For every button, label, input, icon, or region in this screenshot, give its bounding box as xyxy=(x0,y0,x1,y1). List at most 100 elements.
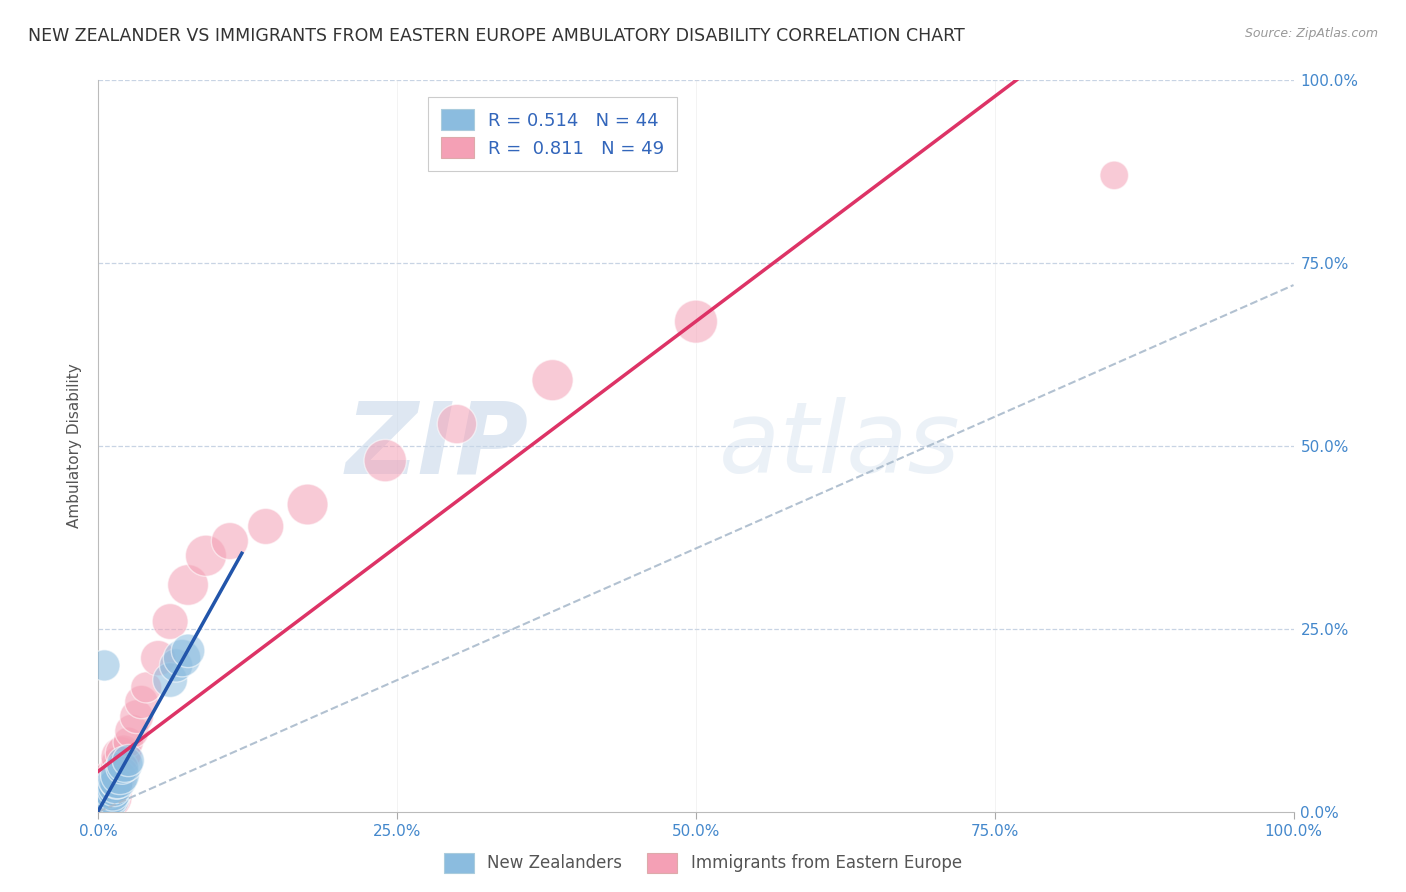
Point xyxy=(107,757,129,772)
Point xyxy=(374,453,396,467)
Point xyxy=(112,746,135,760)
Point xyxy=(110,749,132,764)
Point xyxy=(90,803,112,817)
Point xyxy=(89,803,111,817)
Point xyxy=(100,782,122,797)
Point xyxy=(101,787,124,801)
Point xyxy=(98,791,121,805)
Point xyxy=(96,791,118,805)
Point xyxy=(117,735,139,749)
Point xyxy=(541,373,564,387)
Point xyxy=(105,775,128,789)
Point xyxy=(97,796,120,810)
Point xyxy=(91,796,114,810)
Point xyxy=(100,790,122,805)
Point xyxy=(297,498,319,512)
Point xyxy=(101,775,124,789)
Point xyxy=(91,798,114,813)
Point xyxy=(91,800,114,814)
Point xyxy=(91,801,114,815)
Text: ZIP: ZIP xyxy=(346,398,529,494)
Point xyxy=(135,681,157,695)
Point xyxy=(98,794,121,808)
Point xyxy=(98,791,122,805)
Text: NEW ZEALANDER VS IMMIGRANTS FROM EASTERN EUROPE AMBULATORY DISABILITY CORRELATIO: NEW ZEALANDER VS IMMIGRANTS FROM EASTERN… xyxy=(28,27,965,45)
Legend: R = 0.514   N = 44, R =  0.811   N = 49: R = 0.514 N = 44, R = 0.811 N = 49 xyxy=(429,96,676,171)
Point xyxy=(98,782,122,797)
Point xyxy=(94,797,117,812)
Point xyxy=(96,796,118,810)
Text: Source: ZipAtlas.com: Source: ZipAtlas.com xyxy=(1244,27,1378,40)
Point xyxy=(103,782,125,797)
Point xyxy=(94,794,117,808)
Text: atlas: atlas xyxy=(718,398,960,494)
Point xyxy=(91,798,114,813)
Point xyxy=(94,790,117,805)
Point xyxy=(90,799,112,814)
Point xyxy=(96,787,118,801)
Point xyxy=(94,787,117,801)
Point xyxy=(100,779,122,793)
Point xyxy=(219,534,242,549)
Point xyxy=(108,768,131,782)
Point xyxy=(685,315,707,329)
Point xyxy=(90,801,112,815)
Point xyxy=(105,764,128,779)
Point xyxy=(159,673,181,687)
Point xyxy=(90,803,112,817)
Point xyxy=(91,797,114,812)
Point xyxy=(104,779,127,793)
Point xyxy=(97,794,120,808)
Point xyxy=(148,651,170,665)
Point xyxy=(195,549,218,563)
Point xyxy=(98,790,122,805)
Point xyxy=(98,787,121,801)
Point xyxy=(107,772,129,786)
Point xyxy=(91,796,114,810)
Point xyxy=(89,803,111,817)
Point xyxy=(165,658,187,673)
Point xyxy=(111,761,134,775)
Point xyxy=(93,790,115,805)
Point xyxy=(125,709,148,723)
Point xyxy=(97,790,120,805)
Legend: New Zealanders, Immigrants from Eastern Europe: New Zealanders, Immigrants from Eastern … xyxy=(437,847,969,880)
Point xyxy=(93,796,115,810)
Point xyxy=(93,800,115,814)
Point xyxy=(91,797,114,812)
Point xyxy=(90,801,112,815)
Point xyxy=(89,803,111,817)
Point xyxy=(131,695,153,709)
Point xyxy=(96,790,118,805)
Point xyxy=(446,417,468,431)
Point xyxy=(91,802,114,816)
Point xyxy=(93,798,115,813)
Point xyxy=(117,754,139,768)
Point xyxy=(89,802,111,816)
Point xyxy=(1104,169,1126,183)
Point xyxy=(114,757,136,772)
Point xyxy=(172,651,194,665)
Point xyxy=(98,779,122,793)
Point xyxy=(94,794,117,808)
Point xyxy=(89,802,111,816)
Point xyxy=(91,798,114,813)
Point xyxy=(254,519,277,533)
Point xyxy=(159,615,181,629)
Point xyxy=(104,768,127,782)
Point xyxy=(97,787,120,801)
Point xyxy=(94,798,117,813)
Point xyxy=(91,800,114,814)
Point xyxy=(177,578,200,592)
Point xyxy=(93,797,115,812)
Point xyxy=(93,658,115,673)
Point xyxy=(93,794,115,808)
Point xyxy=(103,772,125,786)
Point xyxy=(96,797,118,812)
Point xyxy=(177,644,200,658)
Point xyxy=(91,801,114,815)
Y-axis label: Ambulatory Disability: Ambulatory Disability xyxy=(67,364,83,528)
Point xyxy=(90,798,112,813)
Point xyxy=(121,724,143,739)
Point xyxy=(98,782,121,797)
